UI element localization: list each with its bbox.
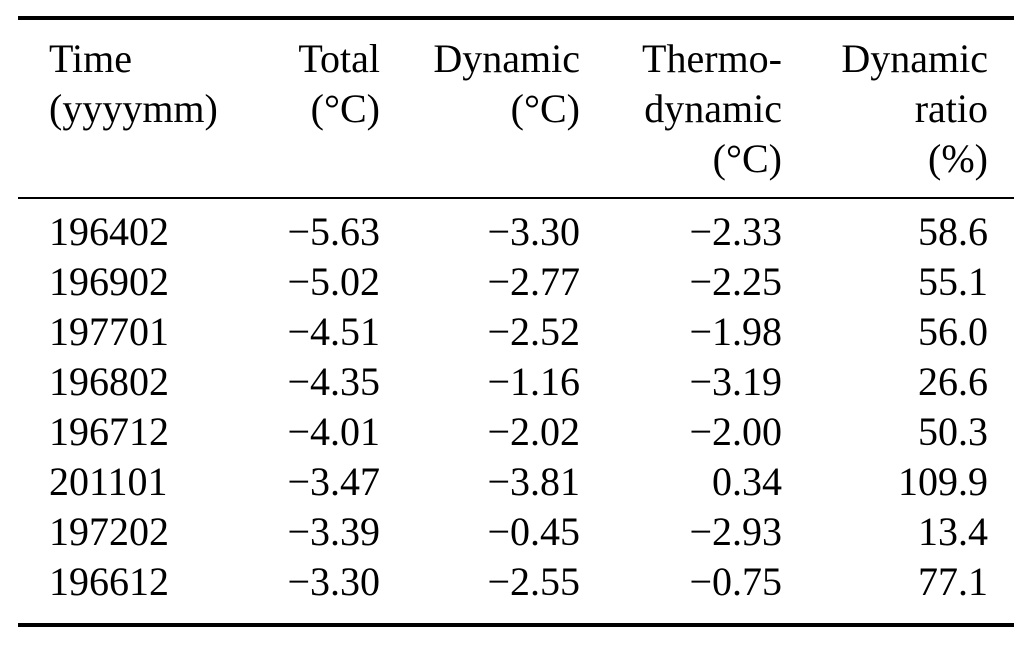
- column-header-total: Total (°C): [218, 18, 380, 198]
- column-header-line: Total: [298, 36, 380, 81]
- table-cell-total: −4.01: [287, 409, 380, 454]
- table-cell-dynamic: −2.52: [487, 309, 580, 354]
- table-row: 201101 −3.47 −3.81 0.34 109.9: [18, 457, 1014, 507]
- table-body: 196402 −5.63 −3.30 −2.33 58.6 196902 −5.02 −2.7…: [18, 198, 1014, 625]
- table-cell-dynamic-ratio: 56.0: [918, 309, 988, 354]
- table-cell-total: −3.47: [287, 459, 380, 504]
- table-cell-dynamic-ratio: 55.1: [918, 259, 988, 304]
- column-header-thermodynamic: Thermo-dynamic (°C): [580, 18, 782, 198]
- table-cell-thermodynamic: −2.93: [689, 509, 782, 554]
- table-row: 197202 −3.39 −0.45 −2.93 13.4: [18, 507, 1014, 557]
- table-cell-dynamic-ratio: 13.4: [918, 509, 988, 554]
- table-cell-total: −5.63: [287, 209, 380, 254]
- column-header-line: ratio: [914, 86, 988, 131]
- column-header-dynamic-ratio: Dynamic ratio (%): [782, 18, 1014, 198]
- table-cell-dynamic: −3.30: [487, 209, 580, 254]
- table-row: 196902 −5.02 −2.77 −2.25 55.1: [18, 257, 1014, 307]
- column-header-line: Dynamic: [433, 36, 580, 81]
- column-header-dynamic: Dynamic (°C): [380, 18, 580, 198]
- table-row: 196712 −4.01 −2.02 −2.00 50.3: [18, 407, 1014, 457]
- table-header: Time (yyyymm) Total (°C) Dynamic (°C) Thermo-d…: [18, 18, 1014, 198]
- table-cell-time: 201101: [49, 459, 168, 504]
- table-cell-dynamic-ratio: 109.9: [898, 459, 988, 504]
- column-header-line: Thermo-: [642, 36, 782, 81]
- table-cell-thermodynamic: −2.00: [689, 409, 782, 454]
- table-cell-dynamic-ratio: 50.3: [918, 409, 988, 454]
- table-cell-time: 197701: [49, 309, 169, 354]
- table-cell-time: 196402: [49, 209, 169, 254]
- table-cell-time: 196612: [49, 559, 169, 604]
- table-row: 197701 −4.51 −2.52 −1.98 56.0: [18, 307, 1014, 357]
- table-cell-total: −4.35: [287, 359, 380, 404]
- table-cell-dynamic: −3.81: [487, 459, 580, 504]
- table-cell-dynamic: −2.77: [487, 259, 580, 304]
- column-header-line: Time: [49, 36, 133, 81]
- column-header-line: (°C): [510, 86, 580, 131]
- column-header-line: Dynamic: [841, 36, 988, 81]
- column-header-time: Time (yyyymm): [18, 18, 218, 198]
- table-header-row: Time (yyyymm) Total (°C) Dynamic (°C) Thermo-d…: [18, 18, 1014, 198]
- table-cell-dynamic: −0.45: [487, 509, 580, 554]
- table-cell-thermodynamic: −2.33: [689, 209, 782, 254]
- anomaly-decomposition-table: Time (yyyymm) Total (°C) Dynamic (°C) Thermo-d…: [18, 16, 1014, 627]
- table-cell-total: −3.39: [287, 509, 380, 554]
- table-cell-dynamic: −1.16: [487, 359, 580, 404]
- table-row: 196612 −3.30 −2.55 −0.75 77.1: [18, 557, 1014, 625]
- table-cell-thermodynamic: 0.34: [712, 459, 782, 504]
- table-figure: Time (yyyymm) Total (°C) Dynamic (°C) Thermo-d…: [0, 16, 1033, 662]
- table-row: 196802 −4.35 −1.16 −3.19 26.6: [18, 357, 1014, 407]
- table-cell-time: 196712: [49, 409, 169, 454]
- table-cell-dynamic: −2.02: [487, 409, 580, 454]
- column-header-line: (%): [928, 136, 988, 181]
- table-cell-time: 196902: [49, 259, 169, 304]
- table-cell-dynamic: −2.55: [487, 559, 580, 604]
- table-cell-thermodynamic: −0.75: [689, 559, 782, 604]
- table-cell-time: 196802: [49, 359, 169, 404]
- table-cell-thermodynamic: −1.98: [689, 309, 782, 354]
- table-cell-total: −5.02: [287, 259, 380, 304]
- table-cell-thermodynamic: −3.19: [689, 359, 782, 404]
- table-cell-dynamic-ratio: 58.6: [918, 209, 988, 254]
- column-header-line: (°C): [310, 86, 380, 131]
- column-header-line: dynamic: [644, 86, 782, 131]
- table-cell-total: −3.30: [287, 559, 380, 604]
- table-cell-dynamic-ratio: 26.6: [918, 359, 988, 404]
- table-cell-total: −4.51: [287, 309, 380, 354]
- table-row: 196402 −5.63 −3.30 −2.33 58.6: [18, 198, 1014, 257]
- table-cell-dynamic-ratio: 77.1: [918, 559, 988, 604]
- column-header-line: (yyyymm): [49, 86, 218, 131]
- column-header-line: (°C): [712, 136, 782, 181]
- table-cell-time: 197202: [49, 509, 169, 554]
- table-cell-thermodynamic: −2.25: [689, 259, 782, 304]
